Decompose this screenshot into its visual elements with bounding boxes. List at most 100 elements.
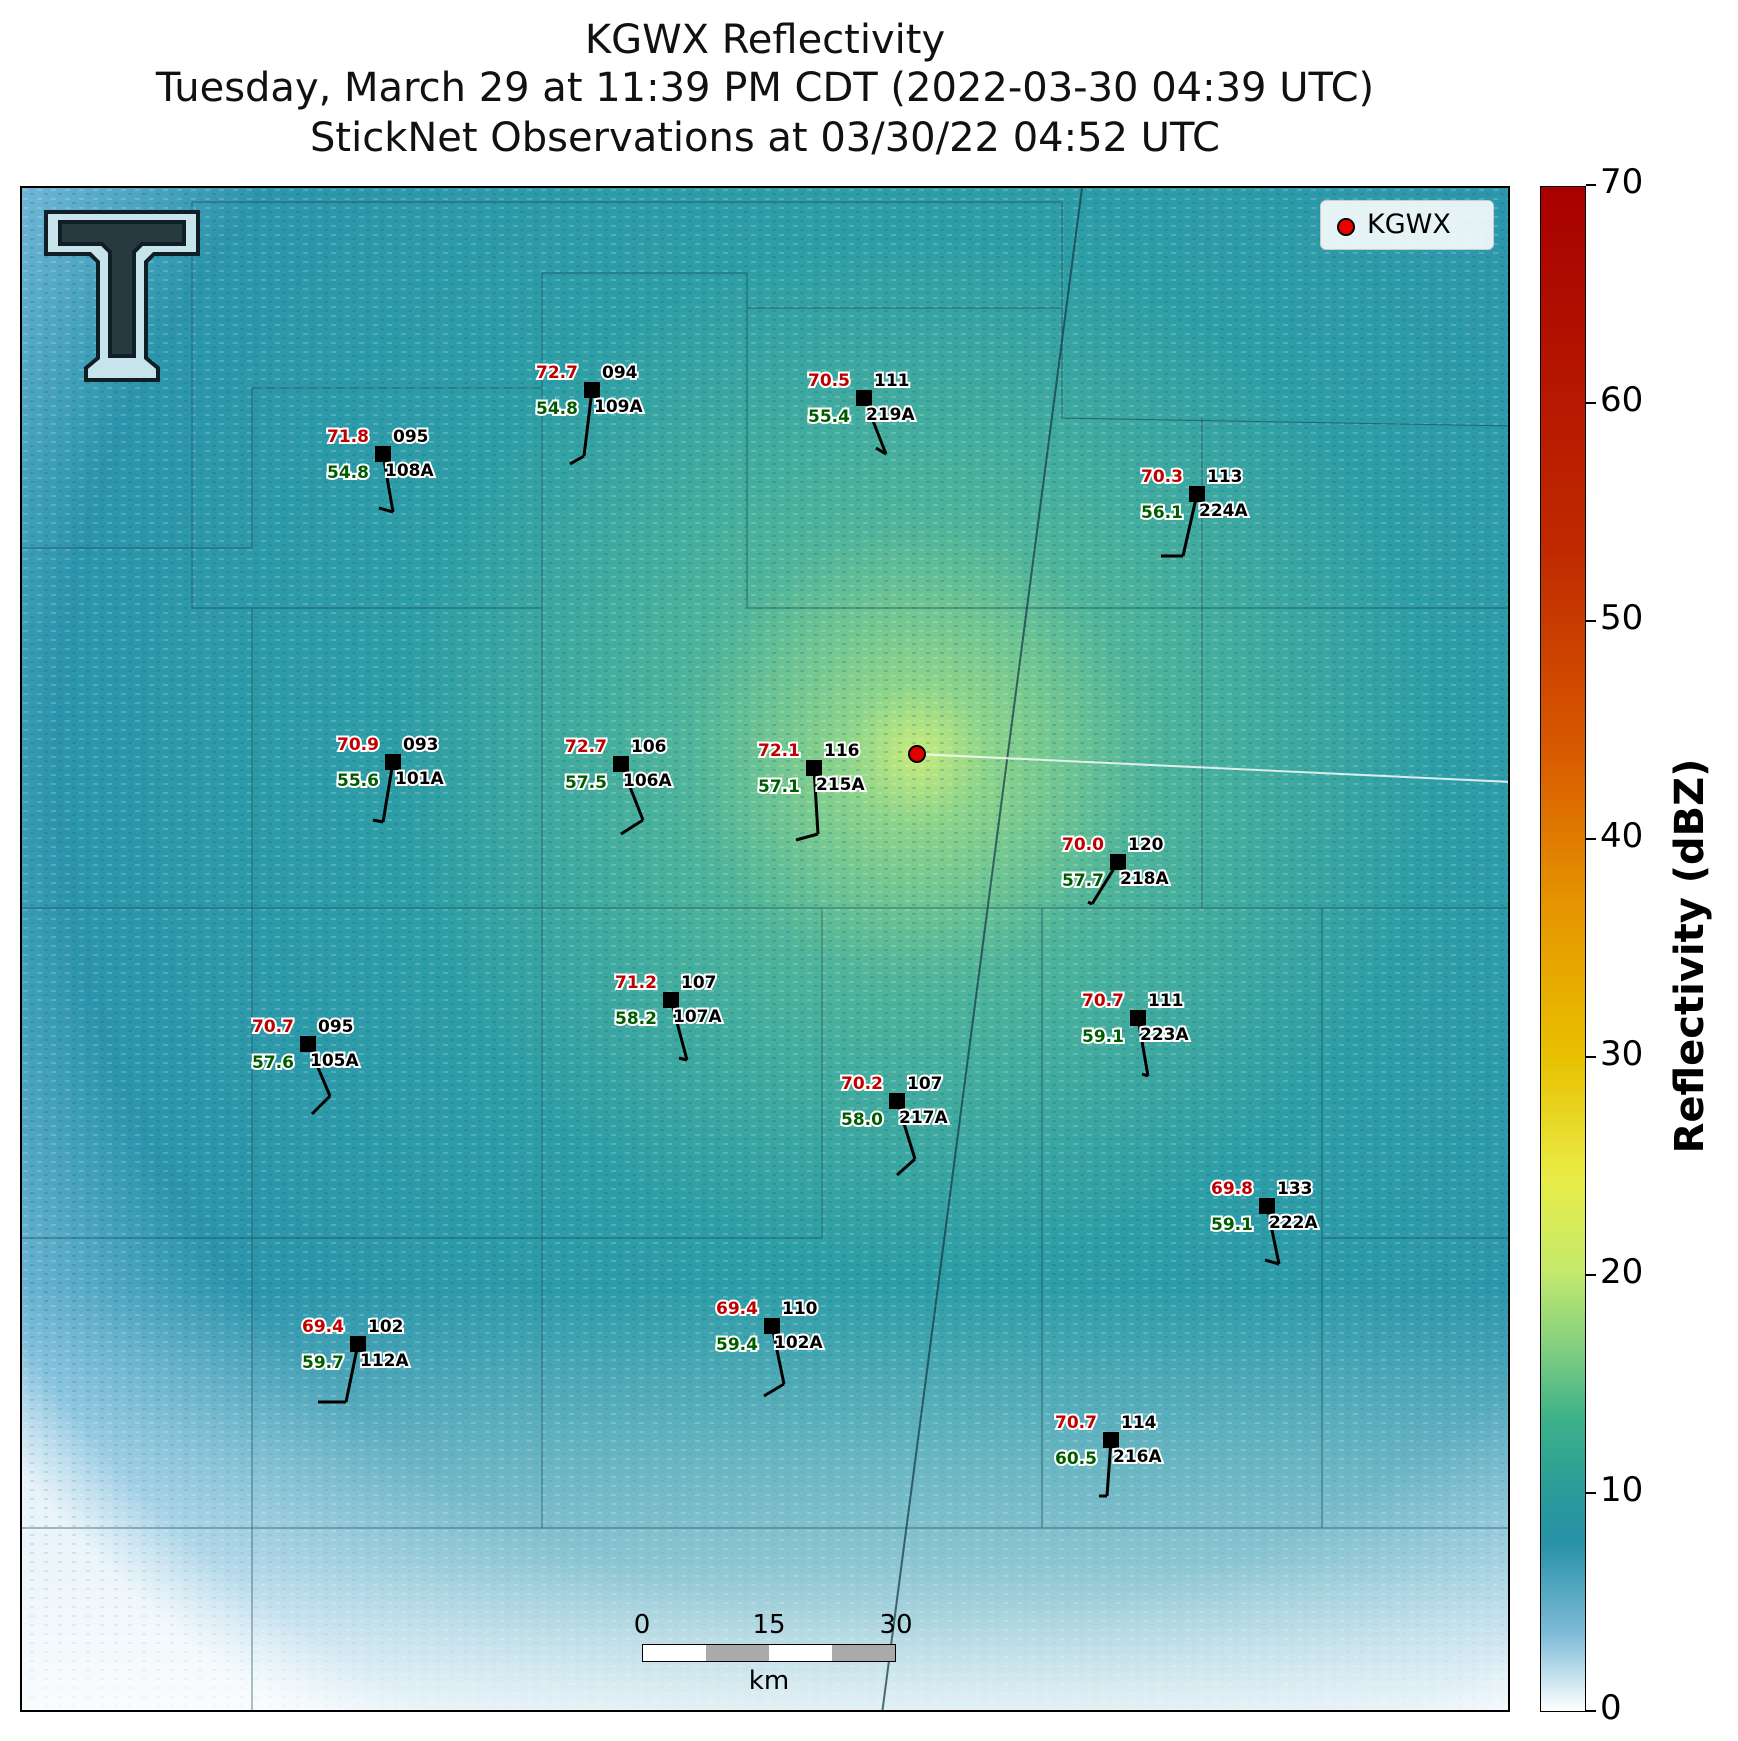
scale-label-15: 15: [752, 1610, 786, 1640]
station-102A[interactable]: 69.4 110 59.4 102A: [714, 1297, 825, 1398]
colorbar-tick-40: 40: [1585, 816, 1644, 856]
wind-barb-staff: [669, 999, 689, 1061]
station-215A[interactable]: 72.1 116 57.1 215A: [756, 739, 867, 842]
station-pressure: 094: [602, 363, 638, 383]
station-marker-icon: [584, 382, 600, 398]
wind-barb-flag: [1141, 1072, 1149, 1078]
station-marker-icon: [385, 754, 401, 770]
station-224A[interactable]: 70.3 113 56.1 224A: [1139, 465, 1250, 558]
colorbar: [1540, 186, 1586, 1712]
wind-barb-flag: [620, 818, 644, 836]
station-218A[interactable]: 70.0 120 57.7 218A: [1060, 833, 1171, 906]
colorbar-tick-10: 10: [1585, 1470, 1644, 1510]
wind-barb-staff: [1136, 1017, 1150, 1077]
station-id: 102A: [774, 1333, 823, 1353]
station-dewpoint: 57.1: [758, 777, 800, 797]
station-temperature: 72.1: [758, 741, 800, 761]
scale-label-30: 30: [879, 1610, 913, 1640]
station-id: 107A: [673, 1007, 722, 1027]
station-106A[interactable]: 72.7 106 57.5 106A: [563, 735, 674, 836]
wind-barb-staff: [381, 761, 395, 823]
station-219A[interactable]: 70.5 111 55.4 219A: [806, 369, 917, 456]
station-pressure: 107: [907, 1074, 943, 1094]
station-101A[interactable]: 70.9 093 55.6 101A: [335, 733, 446, 824]
station-216A[interactable]: 70.7 114 60.5 216A: [1053, 1411, 1164, 1498]
radar-map[interactable]: 72.7 094 54.8 109A 70.5 111 55.4 219A 71.8 095 54.…: [20, 186, 1510, 1712]
wind-barb-staff: [381, 453, 395, 513]
scale-segment: [832, 1645, 895, 1661]
scale-segment: [643, 1645, 706, 1661]
station-pressure: 113: [1207, 467, 1243, 487]
station-id: 219A: [866, 405, 915, 425]
colorbar-tick-60: 60: [1585, 380, 1644, 420]
station-pressure: 110: [782, 1299, 818, 1319]
station-marker-icon: [856, 390, 872, 406]
station-pressure: 102: [368, 1317, 404, 1337]
station-dewpoint: 58.0: [841, 1110, 883, 1130]
wind-barb-staff: [582, 389, 594, 457]
wind-barb-flag: [1264, 1258, 1280, 1266]
scale-label-0: 0: [633, 1610, 651, 1640]
station-105A[interactable]: 70.7 095 57.6 105A: [250, 1015, 361, 1116]
station-temperature: 70.7: [1055, 1413, 1097, 1433]
station-marker-icon: [1110, 854, 1126, 870]
wind-barb-staff: [770, 1325, 786, 1385]
station-id: 216A: [1113, 1447, 1162, 1467]
wind-barb-flag: [763, 1382, 785, 1398]
station-112A[interactable]: 69.4 102 59.7 112A: [300, 1315, 411, 1404]
station-dewpoint: 55.4: [808, 407, 850, 427]
wind-barb-staff: [1181, 493, 1199, 557]
wind-barb-flag: [795, 832, 819, 842]
station-temperature: 69.4: [716, 1299, 758, 1319]
station-109A[interactable]: 72.7 094 54.8 109A: [534, 361, 645, 466]
station-223A[interactable]: 70.7 111 59.1 223A: [1080, 989, 1191, 1078]
station-id: 218A: [1120, 869, 1169, 889]
station-dewpoint: 59.1: [1082, 1027, 1124, 1047]
radar-site-marker[interactable]: [908, 745, 926, 763]
station-222A[interactable]: 69.8 133 59.1 222A: [1209, 1177, 1320, 1266]
station-temperature: 70.7: [1082, 991, 1124, 1011]
wind-barb-flag: [1087, 900, 1093, 906]
station-dewpoint: 55.6: [337, 771, 379, 791]
wind-barb-staff: [862, 397, 888, 455]
station-id: 112A: [360, 1351, 409, 1371]
station-id: 215A: [816, 775, 865, 795]
station-pressure: 111: [1148, 991, 1184, 1011]
county-boundaries: [22, 201, 1508, 1710]
radar-map-svg: 72.7 094 54.8 109A 70.5 111 55.4 219A 71.8 095 54.…: [22, 188, 1508, 1710]
station-dewpoint: 60.5: [1055, 1449, 1097, 1469]
station-pressure: 107: [681, 973, 717, 993]
wind-barb-staff: [1265, 1205, 1281, 1265]
station-id: 224A: [1199, 501, 1248, 521]
station-dewpoint: 59.1: [1211, 1215, 1253, 1235]
colorbar-label: Reflectivity (dBZ): [1667, 758, 1713, 1154]
station-id: 105A: [310, 1051, 359, 1071]
colorbar-tick-70: 70: [1585, 162, 1644, 202]
station-107A[interactable]: 71.2 107 58.2 107A: [613, 971, 724, 1062]
wind-barb-flag: [378, 506, 394, 514]
scale-bar: [642, 1644, 896, 1662]
station-marker-icon: [1259, 1198, 1275, 1214]
station-dewpoint: 54.8: [536, 399, 578, 419]
station-temperature: 70.5: [808, 371, 850, 391]
wind-barb-staff: [812, 767, 820, 835]
station-pressure: 111: [874, 371, 910, 391]
colorbar-tick-50: 50: [1585, 598, 1644, 638]
station-temperature: 70.2: [841, 1074, 883, 1094]
colorbar-tick-0: 0: [1586, 1688, 1622, 1728]
wind-barb-flag: [372, 818, 384, 824]
station-temperature: 70.9: [337, 735, 379, 755]
station-marker-icon: [1189, 486, 1205, 502]
station-temperature: 69.4: [302, 1317, 344, 1337]
station-temperature: 70.3: [1141, 467, 1183, 487]
station-108A[interactable]: 71.8 095 54.8 108A: [325, 425, 436, 514]
station-pressure: 093: [403, 735, 439, 755]
station-marker-icon: [350, 1336, 366, 1352]
station-217A[interactable]: 70.2 107 58.0 217A: [839, 1072, 950, 1177]
wind-barb-flag: [678, 1056, 688, 1062]
scale-unit: km: [748, 1666, 790, 1696]
radial-spike: [916, 753, 1508, 783]
station-dewpoint: 58.2: [615, 1009, 657, 1029]
station-id: 217A: [899, 1108, 948, 1128]
wind-barb-flag: [569, 454, 585, 466]
